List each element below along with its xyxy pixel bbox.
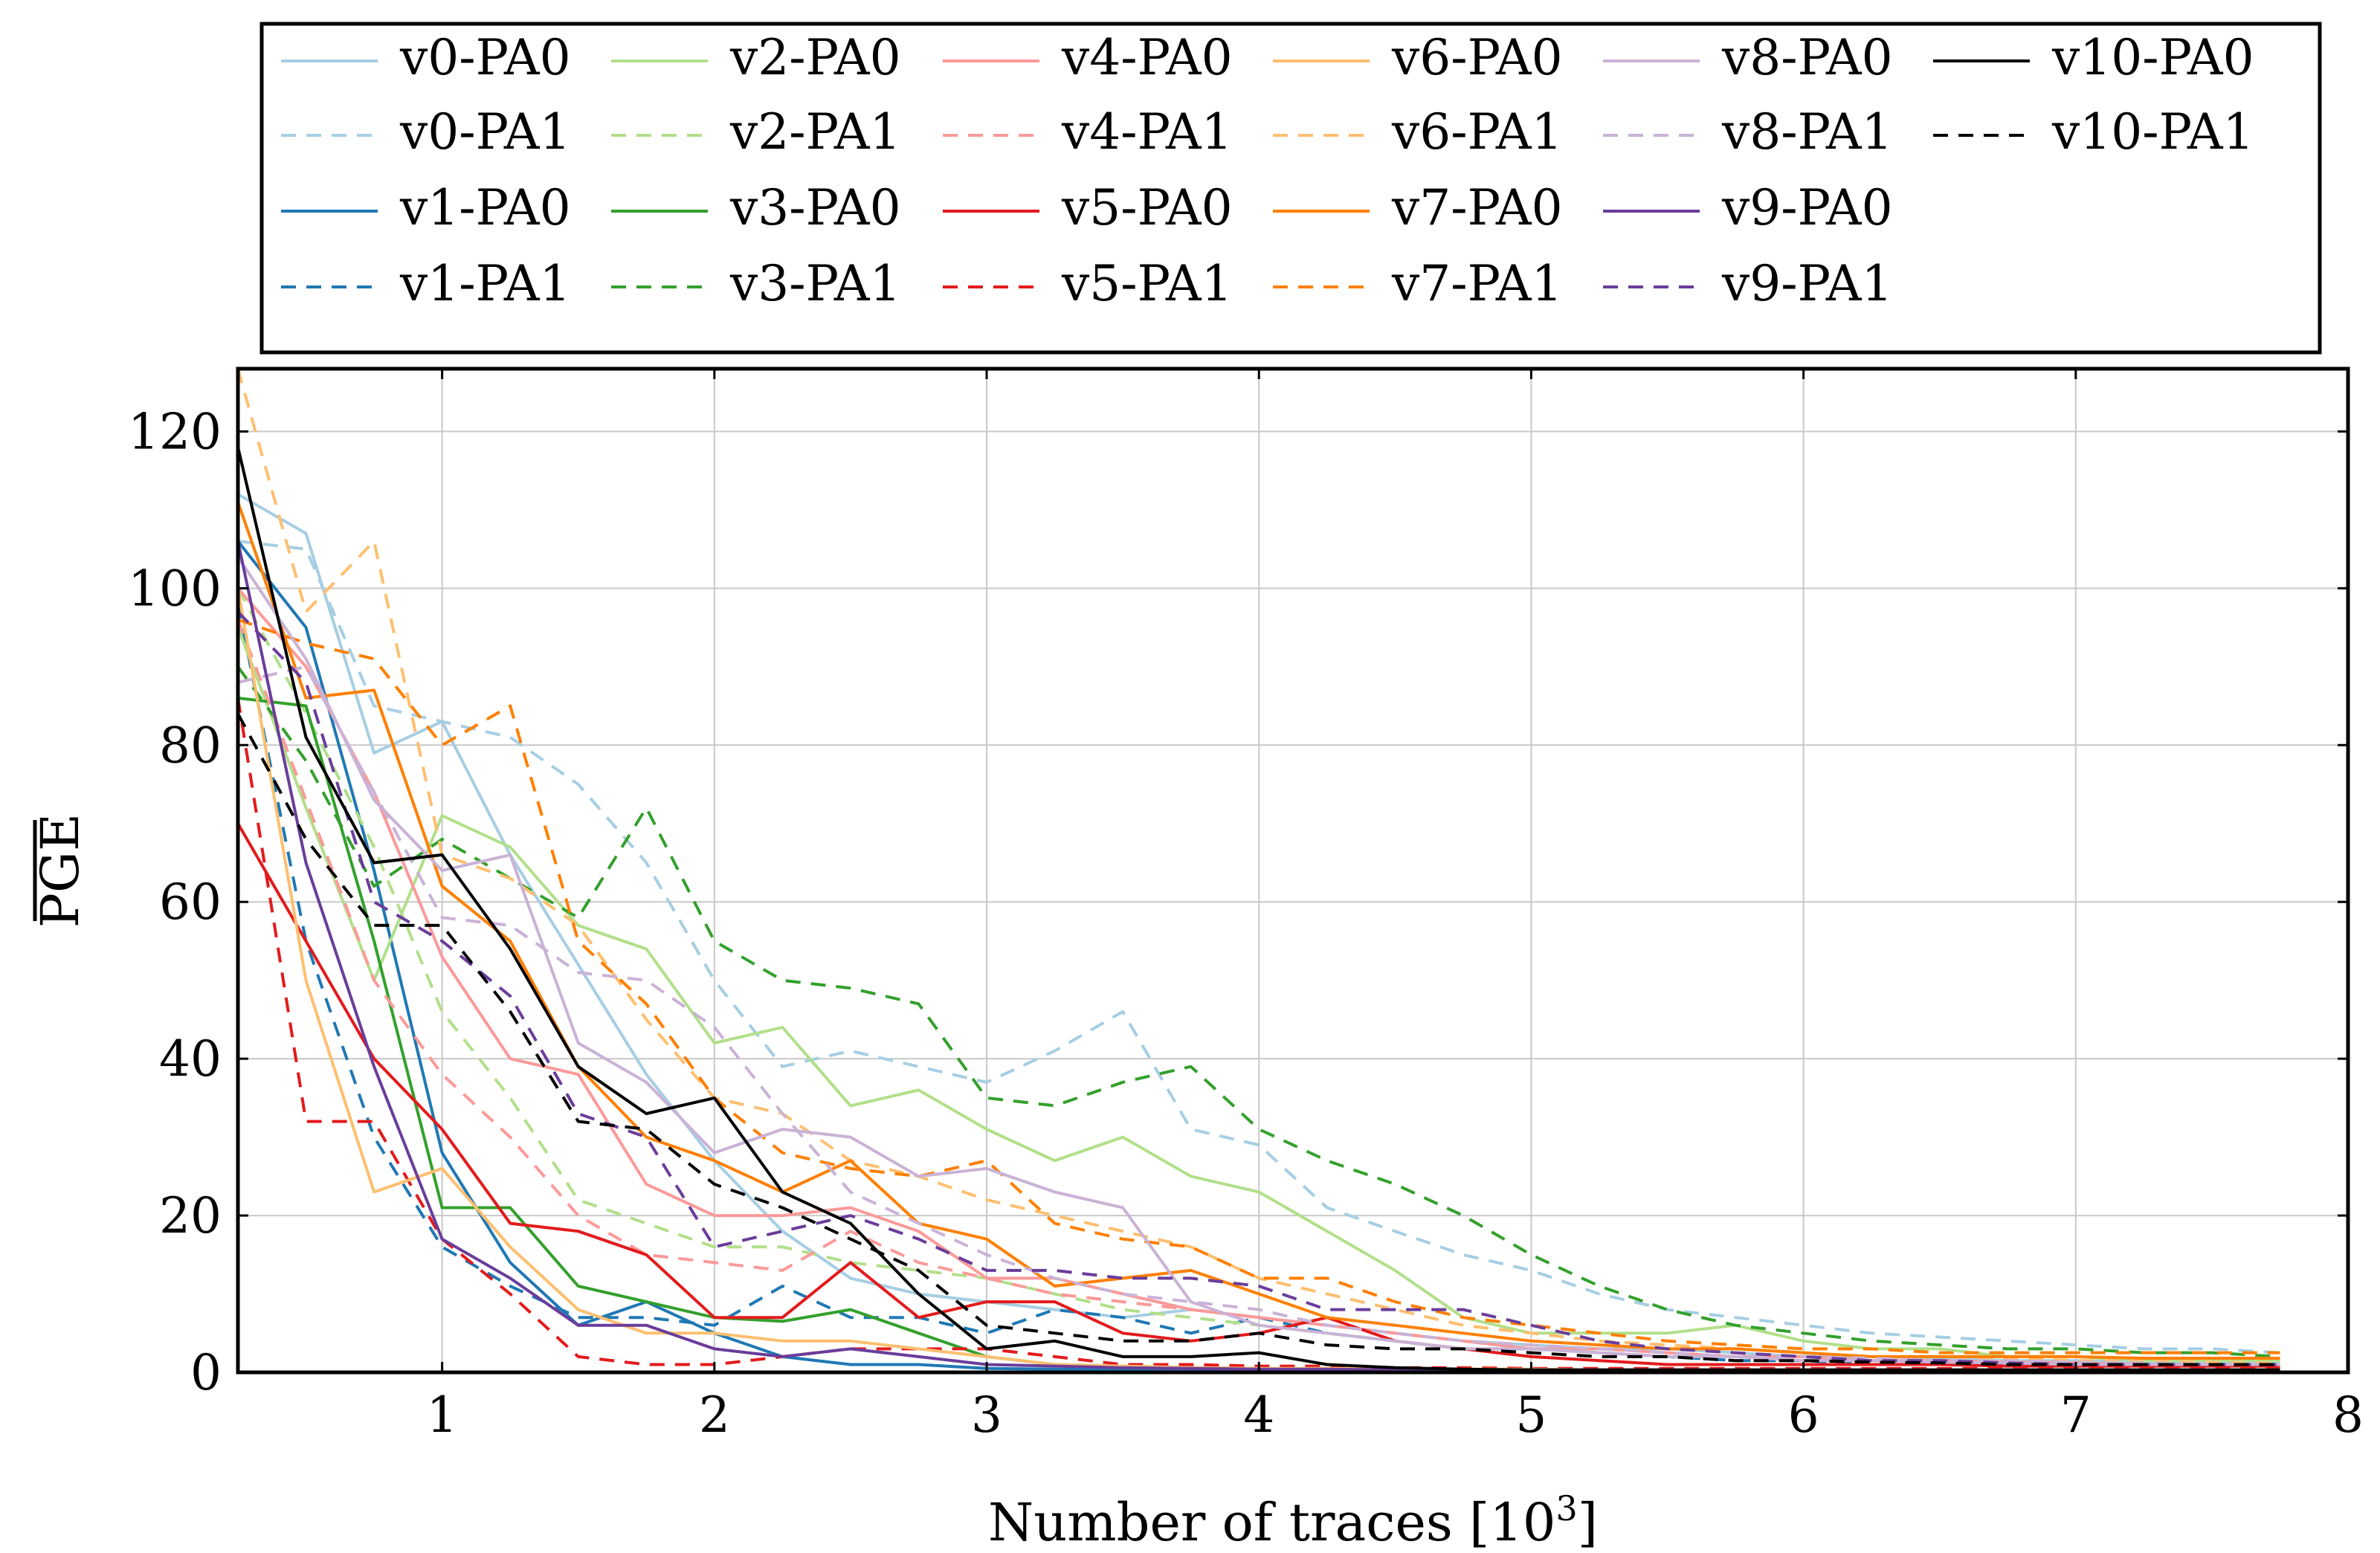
x-tick-label: 5 bbox=[1515, 1386, 1547, 1444]
legend-label: v1-PA0 bbox=[399, 179, 571, 236]
x-tick-label: 8 bbox=[2332, 1386, 2364, 1444]
legend-entry-v0-pa1: v0-PA1 bbox=[281, 103, 571, 161]
y-axis-label-group: PGE bbox=[30, 813, 91, 928]
legend-label: v10-PA0 bbox=[2051, 29, 2254, 86]
y-tick-label: 20 bbox=[159, 1187, 222, 1244]
legend-label: v9-PA0 bbox=[1721, 179, 1893, 236]
series-line-v0-pa1 bbox=[238, 540, 2280, 1355]
legend-entry-v4-pa1: v4-PA1 bbox=[943, 103, 1233, 161]
legend-entry-v10-pa1: v10-PA1 bbox=[1933, 103, 2254, 161]
x-tick-label: 2 bbox=[699, 1386, 730, 1444]
legend-entry-v9-pa0: v9-PA0 bbox=[1603, 179, 1893, 236]
legend-label: v7-PA1 bbox=[1391, 255, 1563, 312]
legend-label: v6-PA0 bbox=[1391, 29, 1563, 86]
legend-label: v0-PA1 bbox=[399, 103, 571, 161]
legend-label: v2-PA1 bbox=[729, 103, 901, 161]
series-line-v10-pa1 bbox=[238, 713, 2280, 1366]
x-tick-label: 1 bbox=[427, 1386, 458, 1444]
legend-entry-v8-pa0: v8-PA0 bbox=[1603, 29, 1893, 86]
legend-entry-v9-pa1: v9-PA1 bbox=[1603, 255, 1893, 312]
y-tick-label: 60 bbox=[159, 874, 222, 931]
legend-label: v1-PA1 bbox=[399, 255, 571, 312]
series-line-v10-pa0 bbox=[238, 447, 2280, 1372]
series-line-v9-pa1 bbox=[238, 610, 2280, 1366]
x-tick-label: 3 bbox=[971, 1386, 1002, 1444]
x-tick-label: 7 bbox=[2060, 1386, 2092, 1444]
legend-label: v2-PA0 bbox=[729, 29, 901, 86]
legend-entry-v7-pa0: v7-PA0 bbox=[1273, 179, 1563, 236]
legend-label: v8-PA0 bbox=[1721, 29, 1893, 86]
x-tick-label: 6 bbox=[1788, 1386, 1819, 1444]
grid bbox=[238, 369, 2349, 1373]
legend-entry-v5-pa1: v5-PA1 bbox=[943, 255, 1233, 312]
y-axis-label: PGE bbox=[30, 813, 91, 928]
series-layer bbox=[238, 369, 2280, 1372]
legend-entry-v1-pa1: v1-PA1 bbox=[281, 255, 571, 312]
legend-entry-v2-pa0: v2-PA0 bbox=[611, 29, 901, 86]
legend-label: v0-PA0 bbox=[399, 29, 571, 86]
legend-box bbox=[259, 22, 2322, 355]
legend-entry-v6-pa0: v6-PA0 bbox=[1273, 29, 1563, 86]
y-tick-label: 100 bbox=[128, 560, 222, 617]
series-line-v7-pa1 bbox=[238, 618, 2280, 1355]
legend-entry-v7-pa1: v7-PA1 bbox=[1273, 255, 1563, 312]
legend-label: v7-PA0 bbox=[1391, 179, 1563, 236]
legend-entry-v3-pa0: v3-PA0 bbox=[611, 179, 901, 236]
legend-label: v5-PA1 bbox=[1061, 255, 1233, 312]
y-tick-label: 0 bbox=[190, 1344, 222, 1401]
legend-label: v3-PA0 bbox=[729, 179, 901, 236]
y-tick-label: 40 bbox=[159, 1030, 222, 1088]
x-axis-label-superscript: 3 bbox=[1555, 1488, 1577, 1528]
legend-label: v5-PA0 bbox=[1061, 179, 1233, 236]
legend-label: v10-PA1 bbox=[2051, 103, 2254, 161]
legend-entry-v3-pa1: v3-PA1 bbox=[611, 255, 901, 312]
legend-label: v4-PA1 bbox=[1061, 103, 1233, 161]
y-tick-label: 80 bbox=[159, 717, 222, 774]
legend-entry-v5-pa0: v5-PA0 bbox=[943, 179, 1233, 236]
x-tick-label: 4 bbox=[1243, 1386, 1274, 1444]
legend-label: v3-PA1 bbox=[729, 255, 901, 312]
legend-entry-v8-pa1: v8-PA1 bbox=[1603, 103, 1893, 161]
legend: v0-PA0 v0-PA1 v1-PA0 v1-PA1 v2-PA0 v2-PA1 v3-P… bbox=[281, 29, 2254, 312]
series-line-v3-pa1 bbox=[238, 665, 2280, 1358]
x-axis-label: Number of traces [103] bbox=[988, 1488, 1598, 1553]
legend-label: v6-PA1 bbox=[1391, 103, 1563, 161]
plot-frame bbox=[236, 367, 2350, 1375]
legend-entry-v10-pa0: v10-PA0 bbox=[1933, 29, 2254, 86]
legend-label: v8-PA1 bbox=[1721, 103, 1893, 161]
legend-label: v9-PA1 bbox=[1721, 255, 1893, 312]
legend-entry-v6-pa1: v6-PA1 bbox=[1273, 103, 1563, 161]
legend-entry-v1-pa0: v1-PA0 bbox=[281, 179, 571, 236]
series-line-v2-pa0 bbox=[238, 627, 2280, 1363]
legend-entry-v2-pa1: v2-PA1 bbox=[611, 103, 901, 161]
legend-entry-v4-pa0: v4-PA0 bbox=[943, 29, 1233, 86]
y-tick-label: 120 bbox=[128, 403, 222, 460]
legend-label: v4-PA0 bbox=[1061, 29, 1233, 86]
legend-entry-v0-pa0: v0-PA0 bbox=[281, 29, 571, 86]
